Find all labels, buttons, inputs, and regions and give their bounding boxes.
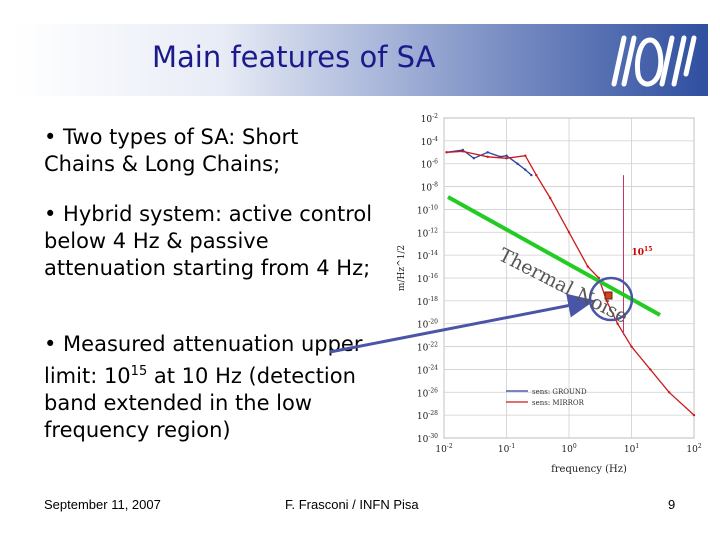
y-tick-label: 10-6 [421, 159, 438, 171]
data-point [567, 231, 571, 234]
data-point [461, 150, 465, 153]
data-point [586, 265, 590, 268]
data-point [505, 154, 508, 157]
data-point [516, 162, 519, 165]
attenuation-chart: 10-2 10-4 10-6 10-8 10-10 10-12 10-14 10-16 10-1… [397, 113, 702, 475]
bullet-short-long-chains: • Two types of SA: Short Chains & Long C… [44, 125, 299, 176]
data-point [524, 154, 527, 157]
y-tick-label: 10-22 [417, 342, 438, 354]
legend-label: sens: MIRROR [532, 399, 585, 407]
data-point [597, 276, 601, 280]
y-tick-label: 10-2 [421, 113, 438, 125]
y-tick-label: 10-8 [421, 182, 438, 194]
y-tick-label: 10-28 [417, 410, 438, 422]
footer-date: September 11, 2007 [44, 497, 161, 512]
bullet-measured-attenuation: • Measured attenuation upper limit: 1015… [44, 332, 363, 442]
x-tick-label: 101 [624, 443, 639, 455]
bullet-hybrid-system: • Hybrid system: active control below 4 … [44, 202, 373, 280]
data-point [548, 196, 552, 200]
data-point [472, 157, 476, 160]
x-tick-label: 102 [686, 443, 701, 455]
data-point [667, 391, 671, 394]
y-tick-label: 10-30 [417, 433, 438, 445]
y-tick-label: 10-16 [417, 273, 438, 285]
x-axis-label: frequency (Hz) [551, 464, 627, 475]
data-point [486, 151, 489, 154]
data-point [649, 368, 652, 371]
legend-label: sens: GROUND [532, 388, 587, 396]
footer-author: F. Frasconi / INFN Pisa [285, 497, 419, 512]
data-point [505, 157, 508, 160]
data-point [524, 168, 527, 171]
data-point [692, 413, 696, 417]
x-tick-label: 100 [561, 443, 576, 455]
y-axis-label: m/Hz^1/2 [397, 245, 407, 291]
data-point [486, 155, 489, 159]
virgo-logo [611, 35, 697, 87]
x-tick-label: 10-1 [498, 443, 515, 455]
page-number: 9 [668, 497, 676, 512]
y-tick-label: 10-12 [417, 227, 438, 239]
data-point [530, 173, 533, 177]
y-tick-label: 10-20 [417, 319, 438, 331]
title-banner [12, 24, 708, 96]
data-point [445, 151, 448, 154]
y-tick-label: 10-4 [421, 136, 438, 148]
y-tick-label: 10-26 [417, 387, 438, 399]
data-point [616, 322, 619, 325]
x-tick-label: 10-2 [435, 443, 452, 455]
exponent-15: 15 [130, 364, 148, 379]
slide-title: Main features of SA [152, 40, 436, 74]
data-point [535, 173, 538, 177]
data-point [630, 345, 633, 348]
y-tick-label: 10-14 [417, 250, 438, 262]
y-tick-label: 10-18 [417, 296, 438, 308]
y-tick-label: 10-10 [417, 204, 438, 216]
y-tick-label: 10-24 [417, 364, 438, 376]
